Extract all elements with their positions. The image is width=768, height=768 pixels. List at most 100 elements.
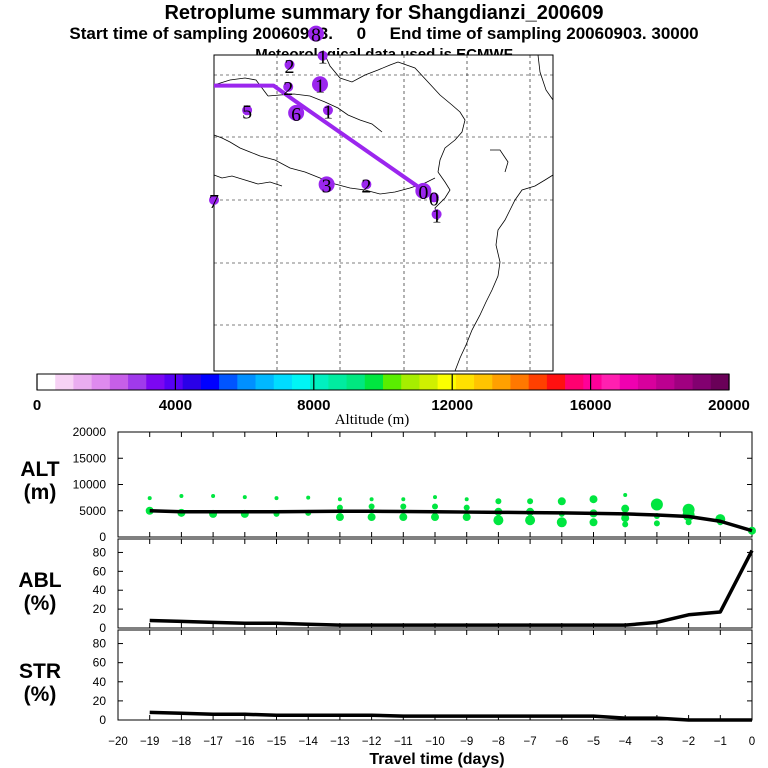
y-tick-label: 80: [93, 637, 107, 651]
marker-label: 1: [432, 205, 442, 227]
y-tick-label: 0: [99, 530, 106, 544]
trajectory-marker: 1: [322, 101, 333, 123]
marker-label: 1: [323, 101, 333, 123]
colorbar-swatch: [291, 374, 311, 390]
x-tick-label: −17: [203, 736, 223, 748]
series-line: [149, 549, 754, 627]
marker-dot: [415, 182, 432, 199]
marker-dot: [317, 50, 328, 61]
trajectory-marker: 0: [428, 188, 439, 210]
altitude-scatter-point: [685, 519, 692, 526]
altitude-scatter-point: [462, 513, 471, 522]
colorbar-swatch: [237, 374, 257, 390]
marker-dot: [242, 105, 253, 116]
trajectory-marker: 2: [283, 78, 294, 100]
time-series-panels: 05000100001500020000ALT(m)020406080ABL(%…: [18, 425, 756, 768]
x-tick-label: −8: [492, 736, 505, 748]
x-tick-label: −6: [555, 736, 568, 748]
y-tick-label: 20: [93, 602, 107, 616]
altitude-scatter-point: [621, 514, 630, 523]
marker-dot: [312, 76, 328, 93]
altitude-scatter-point: [622, 521, 629, 528]
marker-label: 5: [242, 101, 252, 123]
colorbar-swatch: [383, 374, 402, 390]
series-line: [149, 710, 752, 722]
trajectory-marker: 0: [415, 182, 432, 204]
x-tick-label: −5: [587, 736, 600, 748]
y-tick-label: 40: [93, 675, 107, 689]
colorbar-tick-label: 0: [33, 397, 41, 414]
x-tick-label: −12: [362, 736, 382, 748]
colorbar-tick-label: 16000: [570, 397, 612, 414]
colorbar-swatch: [710, 374, 730, 390]
panel-frame: [117, 538, 753, 629]
colorbar-swatch: [310, 374, 329, 390]
colorbar-swatch: [182, 374, 202, 390]
altitude-scatter-point: [589, 518, 598, 527]
altitude-scatter-point: [431, 513, 439, 522]
marker-label: 0: [418, 182, 428, 204]
colorbar-swatch: [637, 374, 657, 390]
colorbar-swatch: [128, 374, 147, 390]
y-tick-label: 15000: [73, 451, 107, 465]
colorbar-swatch: [109, 374, 129, 390]
trajectory-marker: 7: [209, 191, 219, 213]
trajectory-marker: 8: [308, 25, 325, 47]
marker-dot: [209, 195, 219, 205]
panel-abl: 0 20 40 60 80 ABL(%): [18, 538, 754, 635]
colorbar-swatch: [364, 374, 384, 390]
x-tick-label: −13: [330, 736, 350, 748]
marker-dot: [318, 176, 335, 193]
panel-label: STR: [19, 660, 61, 683]
altitude-scatter-point: [556, 517, 567, 528]
series-line: [149, 509, 753, 533]
altitude-scatter-point: [653, 520, 660, 527]
x-tick-label: −18: [172, 736, 192, 748]
colorbar-swatch: [528, 374, 548, 390]
panel-alt: 0 5000 10000 15000 20000 ALT(m): [20, 425, 756, 544]
marker-label: 3: [322, 175, 332, 197]
altitude-scatter-point: [589, 495, 598, 504]
map-graticule: [214, 55, 553, 371]
colorbar-swatch: [583, 374, 603, 390]
marker-dot: [283, 81, 294, 92]
altitude-scatter-point: [525, 515, 536, 526]
marker-dot: [288, 104, 305, 121]
x-tick-label: −7: [524, 736, 537, 748]
colorbar-swatch: [37, 374, 56, 390]
colorbar-swatch: [455, 374, 475, 390]
altitude-scatter-point: [211, 494, 216, 499]
trajectory-marker: 5: [242, 101, 253, 123]
altitude-scatter-point: [368, 503, 375, 510]
altitude-colorbar: 0 4000 8000 12000 16000 20000 Altitude (m): [33, 373, 750, 428]
altitude-scatter-point: [557, 497, 566, 506]
marker-label: 1: [318, 47, 328, 69]
x-tick-label: −9: [460, 736, 473, 748]
y-tick-label: 0: [99, 713, 106, 727]
altitude-scatter-point: [367, 513, 376, 522]
colorbar-swatch: [565, 374, 584, 390]
colorbar-swatch: [510, 374, 530, 390]
altitude-scatter-point: [621, 504, 630, 513]
x-tick-label: −1: [714, 736, 727, 748]
trajectory-marker: 6: [288, 104, 305, 126]
altitude-scatter-point: [433, 495, 437, 500]
x-tick-label: −16: [235, 736, 255, 748]
marker-label: 6: [291, 104, 301, 126]
panel-label: (%): [24, 592, 57, 615]
altitude-scatter-point: [650, 498, 663, 511]
colorbar-swatch: [146, 374, 166, 390]
colorbar-swatch: [73, 374, 93, 390]
x-tick-label: −19: [140, 736, 160, 748]
colorbar-swatch: [419, 374, 439, 390]
x-tick-label: −4: [619, 736, 633, 748]
altitude-scatter-point: [432, 503, 438, 510]
y-tick-label: 20000: [73, 425, 107, 439]
altitude-scatter-point: [399, 513, 408, 522]
marker-dot: [428, 192, 439, 203]
x-tick-label: 0: [749, 736, 755, 748]
altitude-scatter-point: [463, 504, 470, 511]
altitude-scatter-point: [335, 513, 344, 522]
altitude-scatter-point: [242, 495, 247, 500]
y-tick-label: 10000: [73, 478, 107, 492]
